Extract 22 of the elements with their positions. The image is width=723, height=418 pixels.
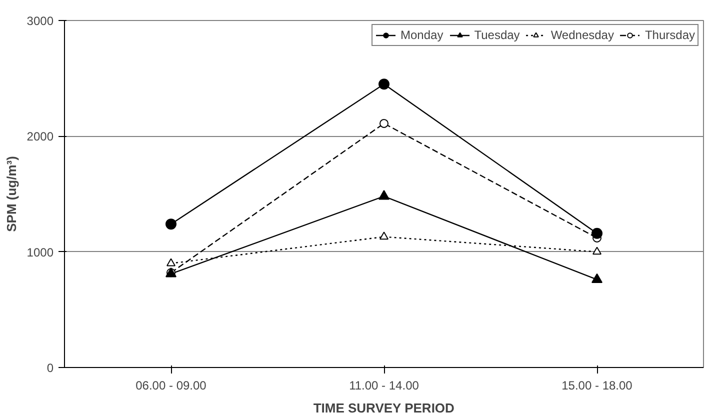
- point: [592, 273, 602, 283]
- y-tick-label: 0: [46, 361, 54, 375]
- point: [166, 218, 176, 230]
- legend-label: Thursday: [644, 28, 695, 42]
- x-tick-label: 15.00 - 18.00: [562, 378, 633, 392]
- x-tick-label: 06.00 - 09.00: [136, 378, 207, 392]
- legend-label: Wednesday: [550, 28, 614, 42]
- y-axis-title: SPM (ug/m³): [4, 156, 19, 232]
- point: [378, 190, 390, 200]
- point: [592, 228, 602, 239]
- point: [166, 258, 176, 266]
- point: [378, 78, 390, 90]
- point: [592, 246, 602, 255]
- point: [380, 118, 388, 128]
- legend-label: Monday: [400, 28, 444, 42]
- x-tick-label: 11.00 - 14.00: [349, 378, 420, 392]
- legend-label: Tuesday: [474, 28, 520, 42]
- y-tick-label: 1000: [26, 245, 54, 260]
- point: [380, 232, 388, 240]
- y-tick-label: 3000: [26, 14, 54, 28]
- x-axis-title: TIME SURVEY PERIOD: [313, 400, 454, 416]
- y-tick-label: 2000: [26, 130, 54, 144]
